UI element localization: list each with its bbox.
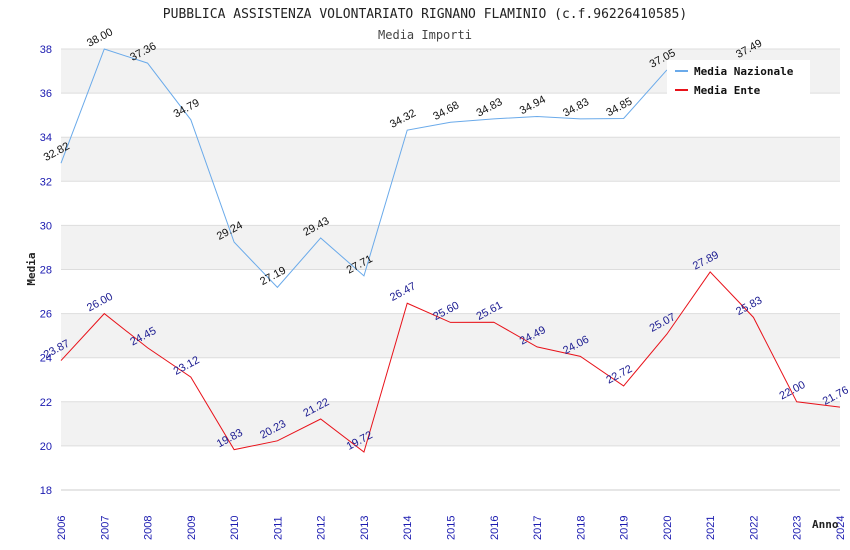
- y-tick-label: 20: [40, 441, 52, 453]
- x-tick-label: 2021: [705, 516, 717, 540]
- y-tick-labels: 18 20 22 24 26 28 30 32 34 36 38: [40, 44, 52, 497]
- y-tick-label: 36: [40, 88, 52, 100]
- x-tick-label: 2010: [229, 516, 241, 540]
- x-tick-label: 2020: [662, 516, 674, 540]
- grid-band: [61, 401, 840, 446]
- x-tick-label: 2013: [359, 516, 371, 540]
- grid-band: [61, 137, 840, 182]
- grid-band: [61, 445, 840, 490]
- y-tick-label: 32: [40, 176, 52, 188]
- y-tick-label: 34: [40, 132, 52, 144]
- y-tick-label: 28: [40, 265, 52, 277]
- grid-band: [61, 181, 840, 226]
- x-tick-label: 2011: [272, 516, 284, 540]
- y-tick-label: 22: [40, 397, 52, 409]
- x-axis-label: Anno: [812, 518, 839, 531]
- x-tick-label: 2014: [402, 516, 414, 540]
- y-tick-label: 18: [40, 485, 52, 497]
- x-tick-label: 2006: [56, 516, 68, 540]
- x-tick-label: 2007: [99, 516, 111, 540]
- y-tick-label: 30: [40, 220, 52, 232]
- y-axis-label: Media: [25, 252, 38, 285]
- x-tick-label: 2019: [619, 516, 631, 540]
- grid-band: [61, 93, 840, 138]
- x-tick-label: 2012: [316, 516, 328, 540]
- x-tick-label: 2016: [489, 516, 501, 540]
- x-tick-labels: 2006 2007 2008 2009 2010 2011 2012 2013 2014 2015…: [56, 516, 847, 540]
- grid-band: [61, 313, 840, 358]
- gridlines: [61, 48, 840, 491]
- x-tick-label: 2024: [835, 516, 847, 540]
- x-tick-label: 2018: [575, 516, 587, 540]
- y-tick-label: 24: [40, 353, 52, 365]
- y-tick-label: 38: [40, 44, 52, 56]
- grid-band: [61, 357, 840, 402]
- legend-label-ente: Media Ente: [694, 84, 761, 97]
- chart-title: PUBBLICA ASSISTENZA VOLONTARIATO RIGNANO…: [163, 7, 687, 22]
- y-tick-label: 26: [40, 309, 52, 321]
- series-lines: [60, 48, 841, 453]
- x-tick-label: 2022: [748, 516, 760, 540]
- x-tick-label: 2009: [186, 516, 198, 540]
- data-label: 38.00: [85, 26, 115, 50]
- grid-band: [61, 269, 840, 314]
- legend-box: [667, 60, 810, 97]
- series-line-nazionale: [60, 48, 668, 289]
- grid-band: [61, 225, 840, 270]
- x-tick-label: 2017: [532, 516, 544, 540]
- x-tick-label: 2008: [143, 516, 155, 540]
- x-tick-label: 2023: [792, 516, 804, 540]
- grid-bands: [61, 49, 840, 490]
- series-line-ente: [60, 271, 841, 453]
- x-tick-label: 2015: [446, 516, 458, 540]
- chart-subtitle: Media Importi: [378, 28, 472, 42]
- legend-label-nazionale: Media Nazionale: [694, 65, 794, 78]
- legend: Media Nazionale Media Ente: [667, 60, 810, 97]
